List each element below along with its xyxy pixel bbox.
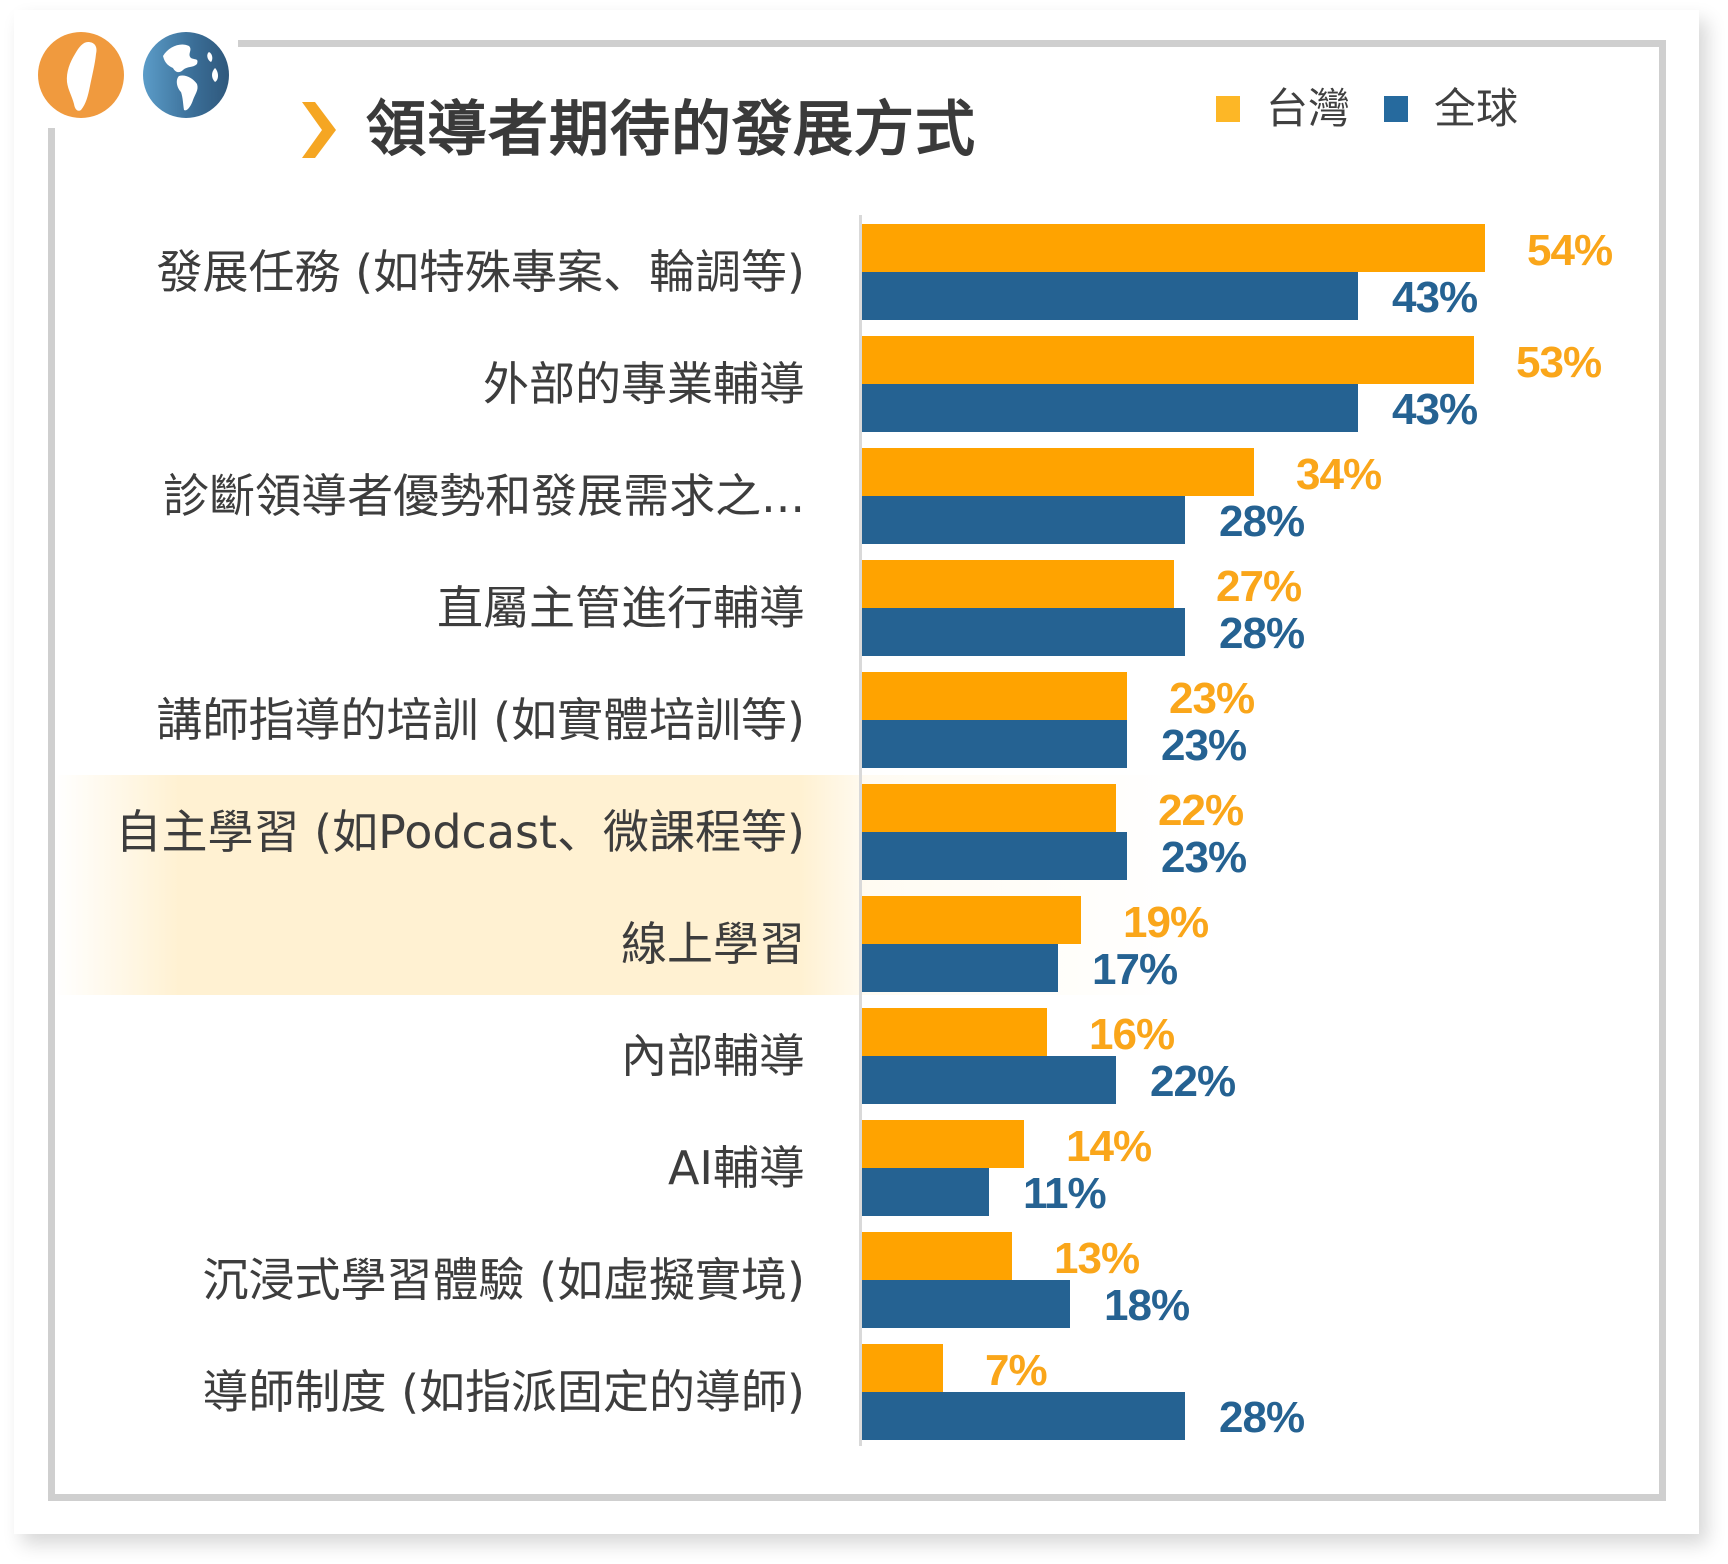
bar-taiwan — [862, 784, 1116, 832]
y-axis-line — [859, 215, 862, 1446]
category-label: 自主學習 (如Podcast、微課程等) — [115, 805, 805, 859]
value-label-global: 23% — [1161, 721, 1247, 770]
value-label-global: 23% — [1161, 833, 1247, 882]
value-label-global: 28% — [1219, 609, 1305, 658]
legend-swatch-taiwan — [1216, 96, 1240, 122]
legend-swatch-global — [1384, 96, 1408, 122]
legend-label: 台灣 — [1266, 84, 1351, 133]
category-label: 沉浸式學習體驗 (如虛擬實境) — [202, 1253, 805, 1307]
taiwan-map-icon — [38, 32, 124, 118]
value-label-global: 28% — [1219, 1393, 1305, 1442]
value-label-taiwan: 22% — [1158, 786, 1244, 835]
bar-taiwan — [862, 336, 1474, 384]
bar-global — [862, 496, 1185, 544]
bar-taiwan — [862, 1344, 943, 1392]
bar-taiwan — [862, 224, 1485, 272]
bar-global — [862, 1392, 1185, 1440]
category-label: 診斷領導者優勢和發展需求之... — [163, 469, 805, 523]
bar-taiwan — [862, 1120, 1024, 1168]
category-label: AI輔導 — [667, 1141, 805, 1195]
value-label-global: 43% — [1392, 385, 1478, 434]
bar-taiwan — [862, 672, 1127, 720]
frame-border-top — [238, 40, 1666, 47]
bar-global — [862, 832, 1127, 880]
category-label: 外部的專業輔導 — [483, 357, 805, 411]
bar-global — [862, 384, 1358, 432]
value-label-taiwan: 54% — [1527, 226, 1613, 275]
category-label: 內部輔導 — [621, 1029, 805, 1083]
bar-global — [862, 1168, 989, 1216]
chevron-right-icon — [302, 102, 336, 158]
bar-global — [862, 720, 1127, 768]
bar-taiwan — [862, 448, 1254, 496]
legend-item-taiwan: 台灣 — [1216, 86, 1350, 132]
bar-taiwan — [862, 560, 1174, 608]
category-label: 直屬主管進行輔導 — [437, 581, 805, 635]
value-label-taiwan: 7% — [985, 1346, 1048, 1395]
bar-global — [862, 944, 1058, 992]
value-label-global: 11% — [1023, 1169, 1107, 1218]
frame-border-left — [48, 128, 55, 1501]
value-label-global: 18% — [1104, 1281, 1190, 1330]
value-label-global: 43% — [1392, 273, 1478, 322]
bar-global — [862, 1280, 1070, 1328]
value-label-taiwan: 53% — [1516, 338, 1602, 387]
bar-global — [862, 1056, 1116, 1104]
value-label-taiwan: 34% — [1296, 450, 1382, 499]
category-label: 線上學習 — [621, 917, 805, 971]
bar-global — [862, 272, 1358, 320]
value-label-taiwan: 27% — [1216, 562, 1302, 611]
frame-border-right — [1659, 40, 1666, 1501]
value-label-taiwan: 19% — [1123, 898, 1209, 947]
value-label-global: 22% — [1150, 1057, 1236, 1106]
bar-global — [862, 608, 1185, 656]
value-label-global: 17% — [1092, 945, 1178, 994]
value-label-taiwan: 14% — [1066, 1122, 1152, 1171]
bar-taiwan — [862, 1232, 1012, 1280]
value-label-taiwan: 23% — [1169, 674, 1255, 723]
legend-item-global: 全球 — [1384, 86, 1518, 132]
value-label-global: 28% — [1219, 497, 1305, 546]
value-label-taiwan: 13% — [1054, 1234, 1140, 1283]
bar-taiwan — [862, 896, 1081, 944]
legend-label: 全球 — [1434, 84, 1519, 133]
bar-taiwan — [862, 1008, 1047, 1056]
value-label-taiwan: 16% — [1089, 1010, 1175, 1059]
frame-border-bottom — [48, 1494, 1666, 1501]
chart-title: 領導者期待的發展方式 — [366, 95, 976, 165]
category-label: 導師制度 (如指派固定的導師) — [202, 1365, 805, 1419]
category-label: 發展任務 (如特殊專案、輪調等) — [156, 245, 805, 299]
category-label: 講師指導的培訓 (如實體培訓等) — [156, 693, 805, 747]
globe-icon — [143, 32, 229, 118]
